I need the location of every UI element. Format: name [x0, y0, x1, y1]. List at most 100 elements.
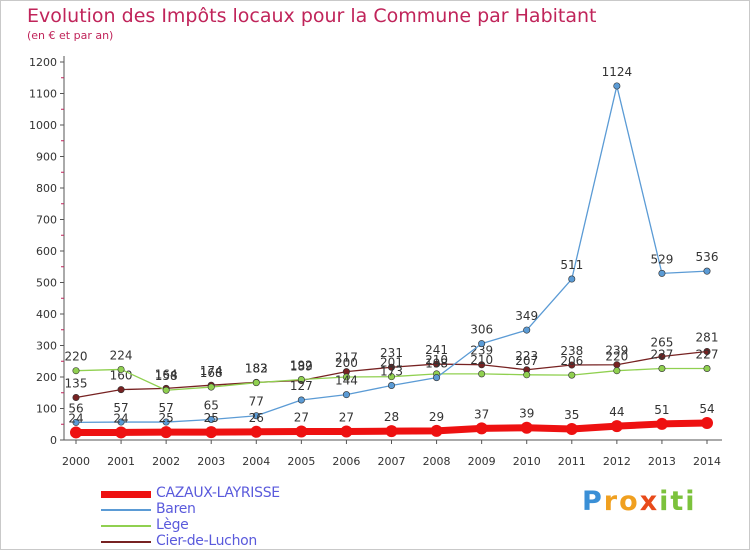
- y-tick-label: 400: [36, 308, 57, 321]
- data-point-l-ge: [613, 367, 621, 375]
- x-tick-label: 2010: [513, 455, 541, 468]
- data-label-cazaux-layrisse: 25: [204, 411, 219, 425]
- logo-letter: i: [659, 486, 671, 517]
- y-tick-label: 300: [36, 340, 57, 353]
- y-tick-label: 1200: [29, 56, 57, 69]
- data-point-cazaux-layrisse: [430, 424, 443, 437]
- data-point-cazaux-layrisse: [70, 426, 82, 439]
- data-label-baren: 65: [204, 399, 219, 413]
- data-point-l-ge: [523, 371, 531, 379]
- data-point-l-ge: [342, 373, 350, 381]
- data-point-baren: [342, 391, 350, 399]
- data-label-cazaux-layrisse: 24: [68, 411, 83, 425]
- logo-letter: t: [670, 486, 686, 517]
- data-label-cier-de-luchon: 189: [290, 359, 313, 373]
- y-tick-label: 500: [36, 277, 57, 290]
- data-point-cier-de-luchon: [387, 363, 395, 371]
- data-point-cazaux-layrisse: [701, 416, 713, 429]
- data-point-baren: [162, 418, 170, 426]
- data-point-cazaux-layrisse: [115, 426, 128, 439]
- data-point-baren: [523, 326, 531, 334]
- data-label-cazaux-layrisse: 26: [249, 411, 264, 425]
- data-point-baren: [658, 269, 666, 277]
- data-point-baren: [478, 340, 486, 348]
- legend-label: Lège: [156, 517, 189, 533]
- x-tick-label: 2000: [62, 455, 90, 468]
- data-point-l-ge: [252, 379, 260, 387]
- legend-swatch-baren: [101, 509, 151, 511]
- y-tick-label: 1000: [29, 119, 57, 132]
- data-label-baren: 529: [650, 252, 673, 266]
- data-label-baren: 127: [290, 379, 313, 393]
- data-point-cazaux-layrisse: [385, 425, 398, 438]
- data-label-baren: 77: [249, 395, 264, 409]
- data-label-l-ge: 224: [110, 348, 133, 362]
- data-point-l-ge: [72, 367, 80, 375]
- data-label-cazaux-layrisse: 27: [339, 410, 354, 424]
- data-point-l-ge: [658, 364, 666, 372]
- data-point-cazaux-layrisse: [205, 426, 218, 439]
- data-label-l-ge: 182: [245, 362, 268, 376]
- data-label-cier-de-luchon: 265: [650, 336, 673, 350]
- data-point-cier-de-luchon: [478, 361, 486, 369]
- legend-swatch-lege: [101, 525, 151, 527]
- logo-letter: r: [603, 486, 620, 517]
- y-tick-label: 0: [50, 434, 57, 447]
- y-tick-label: 100: [36, 403, 57, 416]
- data-label-baren: 511: [560, 258, 583, 272]
- data-label-cazaux-layrisse: 28: [384, 410, 399, 424]
- data-point-l-ge: [478, 370, 486, 378]
- x-tick-label: 2007: [378, 455, 406, 468]
- data-point-cazaux-layrisse: [610, 420, 623, 433]
- data-label-cazaux-layrisse: 37: [474, 407, 489, 421]
- data-label-baren: 198: [425, 357, 448, 371]
- data-label-cier-de-luchon: 238: [560, 344, 583, 358]
- data-point-baren: [387, 382, 395, 390]
- chart-title: Evolution des Impôts locaux pour la Comm…: [27, 5, 597, 27]
- legend-swatch-cier-de-luchon: [101, 541, 151, 543]
- data-point-l-ge: [568, 371, 576, 379]
- data-label-l-ge: 206: [560, 354, 583, 368]
- x-tick-label: 2011: [558, 455, 586, 468]
- data-label-l-ge: 158: [155, 369, 178, 383]
- logo-letter: x: [639, 486, 660, 517]
- logo-letter: o: [619, 486, 640, 517]
- data-label-baren: 1124: [602, 65, 633, 79]
- x-tick-label: 2014: [693, 455, 721, 468]
- data-label-l-ge: 200: [335, 356, 358, 370]
- y-tick-label: 700: [36, 214, 57, 227]
- data-label-baren: 144: [335, 374, 358, 388]
- y-tick-label: 1100: [29, 88, 57, 101]
- data-point-baren: [72, 418, 80, 426]
- data-label-cier-de-luchon: 241: [425, 343, 448, 357]
- data-label-l-ge: 210: [470, 353, 493, 367]
- data-label-baren: 349: [515, 309, 538, 323]
- logo-letter: i: [685, 486, 697, 517]
- data-point-baren: [117, 418, 125, 426]
- x-tick-label: 2002: [152, 455, 180, 468]
- data-point-baren: [703, 267, 711, 275]
- data-point-baren: [297, 396, 305, 404]
- data-label-cazaux-layrisse: 44: [609, 405, 624, 419]
- y-tick-label: 800: [36, 182, 57, 195]
- data-point-baren: [433, 374, 441, 382]
- data-label-baren: 536: [696, 250, 719, 264]
- x-tick-label: 2004: [242, 455, 270, 468]
- data-point-cazaux-layrisse: [475, 422, 488, 435]
- data-label-baren: 57: [113, 401, 128, 415]
- data-point-l-ge: [162, 386, 170, 394]
- data-label-cier-de-luchon: 281: [696, 330, 719, 344]
- data-point-cier-de-luchon: [568, 361, 576, 369]
- data-label-cier-de-luchon: 183: [245, 361, 268, 375]
- data-label-cier-de-luchon: 174: [200, 364, 223, 378]
- data-point-cier-de-luchon: [72, 393, 80, 401]
- data-point-l-ge: [117, 365, 125, 373]
- data-label-cazaux-layrisse: 35: [564, 408, 579, 422]
- data-point-cazaux-layrisse: [160, 426, 173, 439]
- data-label-cier-de-luchon: 223: [515, 349, 538, 363]
- data-label-l-ge: 210: [425, 353, 448, 367]
- x-tick-label: 2003: [197, 455, 225, 468]
- data-point-l-ge: [207, 383, 215, 391]
- data-point-cazaux-layrisse: [655, 417, 668, 430]
